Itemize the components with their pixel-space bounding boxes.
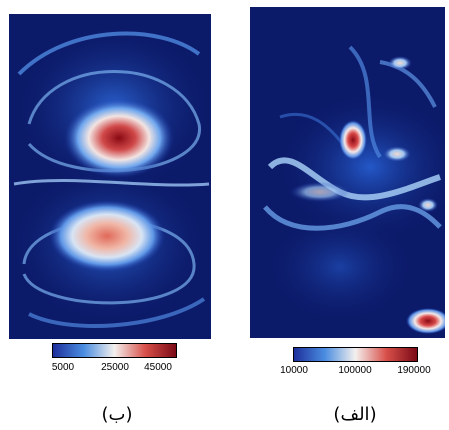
vorticity-field-b [9,14,211,339]
colorbar-alef-tick-2: 190000 [397,365,431,376]
field-plot-alef [250,7,445,338]
colorbar-alef-tick-1: 100000 [338,365,372,376]
colorbar-b-tick-0: 5000 [51,362,75,373]
colorbar-b [52,343,177,358]
vorticity-field-alef [250,7,445,338]
colorbar-b-tick-2: 45000 [144,362,172,373]
colorbar-alef [293,347,418,362]
colorbar-b-tick-1: 25000 [101,362,129,373]
field-plot-b [9,14,211,339]
caption-alef: (الف) [333,404,377,425]
colorbar-alef-tick-0: 10000 [280,365,308,376]
caption-b: (ب) [101,404,133,425]
